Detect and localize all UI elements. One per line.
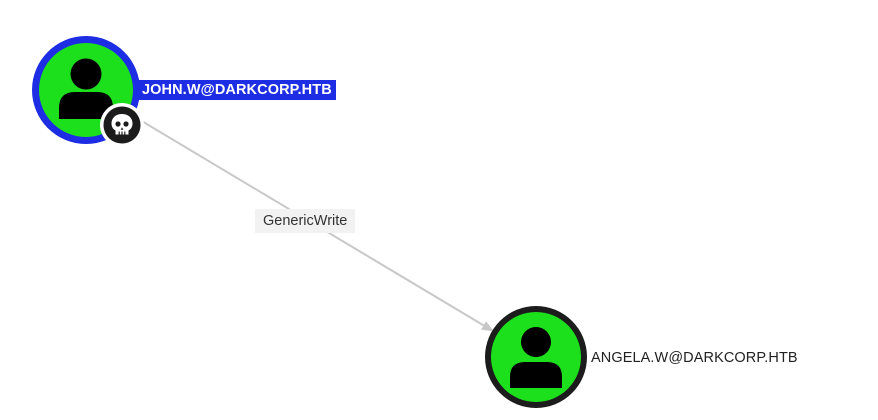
- user-icon: [59, 58, 113, 119]
- node-john-w[interactable]: [32, 36, 144, 147]
- skull-icon: [100, 103, 144, 147]
- node-label-source[interactable]: JOHN.W@DARKCORP.HTB: [139, 80, 336, 100]
- node-label-target[interactable]: ANGELA.W@DARKCORP.HTB: [591, 350, 798, 366]
- node-angela-w[interactable]: [485, 306, 587, 408]
- user-icon: [510, 327, 562, 388]
- edge-label[interactable]: GenericWrite: [255, 209, 356, 233]
